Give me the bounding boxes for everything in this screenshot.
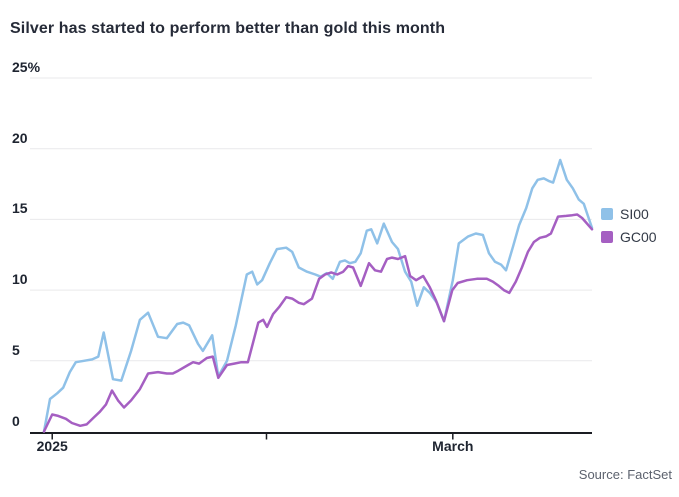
gc00-swatch-icon (601, 230, 613, 243)
x-axis-label-2025: 2025 (36, 438, 68, 454)
y-axis-label: 0 (12, 412, 20, 429)
si00-line (42, 158, 594, 433)
legend: SI00 GC00 (601, 202, 657, 248)
y-axis-label: 15 (12, 200, 28, 217)
si00-swatch-icon (601, 207, 613, 220)
gc00-line (42, 213, 594, 433)
y-axis-label: 20 (12, 129, 28, 146)
y-axis-label: 10 (12, 271, 28, 288)
source-credit: Source: FactSet (578, 467, 672, 482)
legend-item-gc00: GC00 (601, 225, 657, 248)
chart-title: Silver has started to perform better tha… (10, 20, 446, 37)
y-axis-label: 25% (12, 59, 41, 75)
legend-item-si00: SI00 (601, 202, 657, 225)
y-axis-label: 5 (12, 341, 20, 358)
legend-label: GC00 (620, 228, 657, 245)
x-axis-label-march: March (432, 438, 474, 454)
legend-label: SI00 (620, 205, 649, 222)
